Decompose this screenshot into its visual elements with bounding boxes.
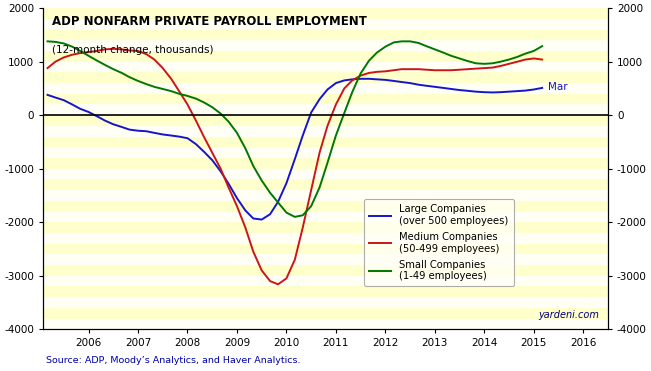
Bar: [43, 62, 608, 72]
Legend: Large Companies
(over 500 employees), Medium Companies
(50-499 employees), Small: Large Companies (over 500 employees), Me…: [365, 199, 514, 286]
Bar: [43, 30, 608, 40]
Bar: [43, 147, 608, 158]
Bar: [43, 286, 608, 297]
Bar: [43, 201, 608, 211]
Bar: [43, 276, 608, 286]
Bar: [43, 180, 608, 190]
Text: Mar: Mar: [547, 82, 567, 92]
Bar: [43, 137, 608, 147]
Bar: [43, 40, 608, 51]
Text: ADP NONFARM PRIVATE PAYROLL EMPLOYMENT: ADP NONFARM PRIVATE PAYROLL EMPLOYMENT: [51, 14, 367, 27]
Bar: [43, 72, 608, 83]
Bar: [43, 190, 608, 201]
Bar: [43, 8, 608, 19]
Bar: [43, 158, 608, 169]
Bar: [43, 222, 608, 233]
Bar: [43, 169, 608, 180]
Bar: [43, 255, 608, 265]
Bar: [43, 51, 608, 62]
Bar: [43, 233, 608, 244]
Bar: [43, 244, 608, 255]
Bar: [43, 105, 608, 115]
Bar: [43, 115, 608, 126]
Text: Source: ADP, Moody’s Analytics, and Haver Analytics.: Source: ADP, Moody’s Analytics, and Have…: [46, 357, 300, 365]
Bar: [43, 19, 608, 30]
Bar: [43, 308, 608, 319]
Bar: [43, 211, 608, 222]
Bar: [43, 297, 608, 308]
Bar: [43, 83, 608, 94]
Bar: [43, 126, 608, 137]
Bar: [43, 319, 608, 329]
Text: (12-month change, thousands): (12-month change, thousands): [51, 45, 213, 55]
Bar: [43, 265, 608, 276]
Bar: [43, 94, 608, 105]
Text: yardeni.com: yardeni.com: [538, 310, 600, 320]
